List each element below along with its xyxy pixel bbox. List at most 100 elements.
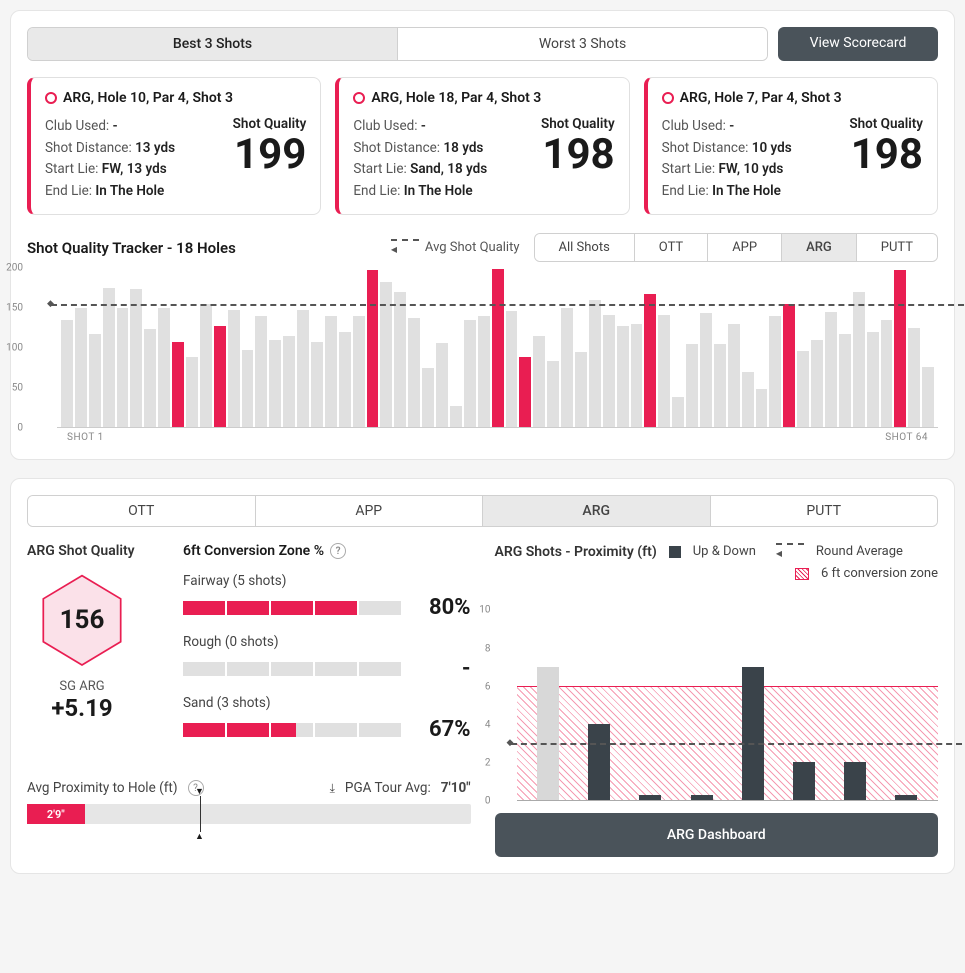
conv-label: Sand (3 shots)	[183, 695, 471, 711]
conv-seg	[183, 723, 225, 737]
prox-avg-line: 3	[511, 743, 963, 745]
y-tick: 0	[17, 423, 23, 434]
filter-arg[interactable]: ARG	[781, 234, 856, 261]
roundavg-legend: Round Average	[816, 544, 903, 559]
conv-seg	[359, 723, 401, 737]
tracker-bar	[589, 300, 601, 427]
tracker-bar	[547, 361, 559, 428]
avg-legend-label: Avg Shot Quality	[425, 240, 520, 255]
filter-putt[interactable]: PUTT	[856, 234, 937, 261]
help-icon[interactable]: ?	[330, 543, 346, 559]
tracker-bar	[881, 320, 893, 427]
tab-ott[interactable]: OTT	[28, 496, 255, 526]
prox-bar	[588, 724, 610, 800]
sg-value: +5.19	[27, 694, 137, 722]
prox-bar	[844, 762, 866, 800]
sq-value: 198	[849, 132, 923, 178]
tracker-bar	[172, 342, 184, 428]
pga-marker	[200, 796, 202, 832]
lower-tabs: OTTAPPARGPUTT	[27, 495, 938, 527]
prox-y-tick: 8	[485, 643, 491, 654]
tracker-bar	[75, 308, 87, 427]
filter-ott[interactable]: OTT	[634, 234, 707, 261]
filter-all-shots[interactable]: All Shots	[535, 234, 634, 261]
conv-pct: 80%	[417, 595, 471, 620]
sq-value: 198	[541, 132, 615, 178]
tracker-bar	[158, 308, 170, 427]
avg-line: 156	[51, 304, 965, 306]
tracker-bar	[811, 340, 823, 427]
tracker-bar	[672, 397, 684, 427]
shot-card-2[interactable]: ARG, Hole 7, Par 4, Shot 3 Club Used: - …	[644, 77, 938, 215]
prox-bar	[895, 795, 917, 801]
hex-value: 156	[60, 605, 105, 635]
proximity-row: Avg Proximity to Hole (ft) ? ⤓ PGA Tour …	[27, 780, 471, 796]
tracker-bar	[492, 269, 504, 427]
x-first: SHOT 1	[67, 432, 104, 443]
tracker-header: Shot Quality Tracker - 18 Holes Avg Shot…	[27, 233, 938, 262]
avg-legend: Avg Shot Quality	[391, 239, 520, 256]
card-title: ARG, Hole 18, Par 4, Shot 3	[371, 90, 541, 106]
x-last: SHOT 64	[885, 432, 928, 443]
conv-segbar	[183, 601, 401, 615]
pga-value: 7'10"	[441, 780, 471, 796]
tracker-bar	[464, 320, 476, 427]
conv-segbar	[183, 662, 401, 676]
prox-y-tick: 0	[485, 796, 491, 807]
card-title: ARG, Hole 10, Par 4, Shot 3	[63, 90, 233, 106]
tab-app[interactable]: APP	[255, 496, 483, 526]
tracker-bar	[311, 342, 323, 428]
conv-seg	[271, 662, 313, 676]
tracker-bar	[408, 318, 420, 427]
y-tick: 150	[6, 303, 23, 314]
tracker-bar	[658, 315, 670, 428]
shot-card-0[interactable]: ARG, Hole 10, Par 4, Shot 3 Club Used: -…	[27, 77, 321, 215]
tracker-bar	[422, 368, 434, 428]
prox-chart-title: ARG Shots - Proximity (ft)	[495, 544, 657, 560]
sq-value: 199	[233, 132, 307, 178]
card-stats: Club Used: - Shot Distance: 18 yds Start…	[353, 116, 487, 202]
proximity-chart: 0246810 3	[495, 591, 939, 801]
conv-seg	[359, 601, 401, 615]
best-shots-tab[interactable]: Best 3 Shots	[28, 28, 397, 60]
tracker-bar	[228, 310, 240, 428]
conv-seg	[227, 723, 269, 737]
tracker-bar	[436, 343, 448, 427]
ring-icon	[45, 92, 57, 104]
view-scorecard-button[interactable]: View Scorecard	[778, 27, 938, 61]
card-stats: Club Used: - Shot Distance: 10 yds Start…	[662, 116, 792, 202]
arg-quality-row: ARG Shot Quality 156 SG ARG +5.19	[27, 543, 471, 756]
tracker-chart: 050100150200 156 SHOT 1 SHOT 64	[27, 268, 938, 443]
prox-y-tick: 10	[479, 605, 490, 616]
shot-card-1[interactable]: ARG, Hole 18, Par 4, Shot 3 Club Used: -…	[335, 77, 629, 215]
arg-dashboard-button[interactable]: ARG Dashboard	[495, 813, 939, 857]
tracker-bar	[561, 308, 573, 427]
hex-score: 156 SG ARG +5.19	[27, 573, 137, 722]
tracker-bar	[353, 316, 365, 427]
tracker-bar	[631, 324, 643, 427]
tracker-bar	[478, 316, 490, 427]
tab-putt[interactable]: PUTT	[710, 496, 938, 526]
tracker-bar	[617, 326, 629, 428]
conv-block: Fairway (5 shots) 80%	[183, 573, 471, 620]
tracker-bar	[186, 357, 198, 427]
tracker-bar	[728, 324, 740, 427]
tracker-bar	[783, 304, 795, 427]
tracker-bar	[714, 344, 726, 427]
zone-legend: 6 ft conversion zone	[821, 566, 938, 581]
arg-quality-title: ARG Shot Quality	[27, 543, 167, 559]
right-column: ARG Shots - Proximity (ft) Up & Down Rou…	[495, 543, 939, 857]
tracker-bar	[603, 315, 615, 428]
tracker-bar	[686, 344, 698, 427]
conv-block: Rough (0 shots) -	[183, 634, 471, 681]
updown-swatch	[669, 546, 681, 558]
filter-app[interactable]: APP	[707, 234, 781, 261]
tracker-bar	[214, 326, 226, 427]
conv-seg	[271, 601, 313, 615]
y-tick: 50	[12, 383, 23, 394]
tracker-bar	[575, 352, 587, 428]
proximity-label: Avg Proximity to Hole (ft)	[27, 780, 178, 796]
conv-seg	[227, 662, 269, 676]
tab-arg[interactable]: ARG	[482, 496, 710, 526]
worst-shots-tab[interactable]: Worst 3 Shots	[397, 28, 767, 60]
